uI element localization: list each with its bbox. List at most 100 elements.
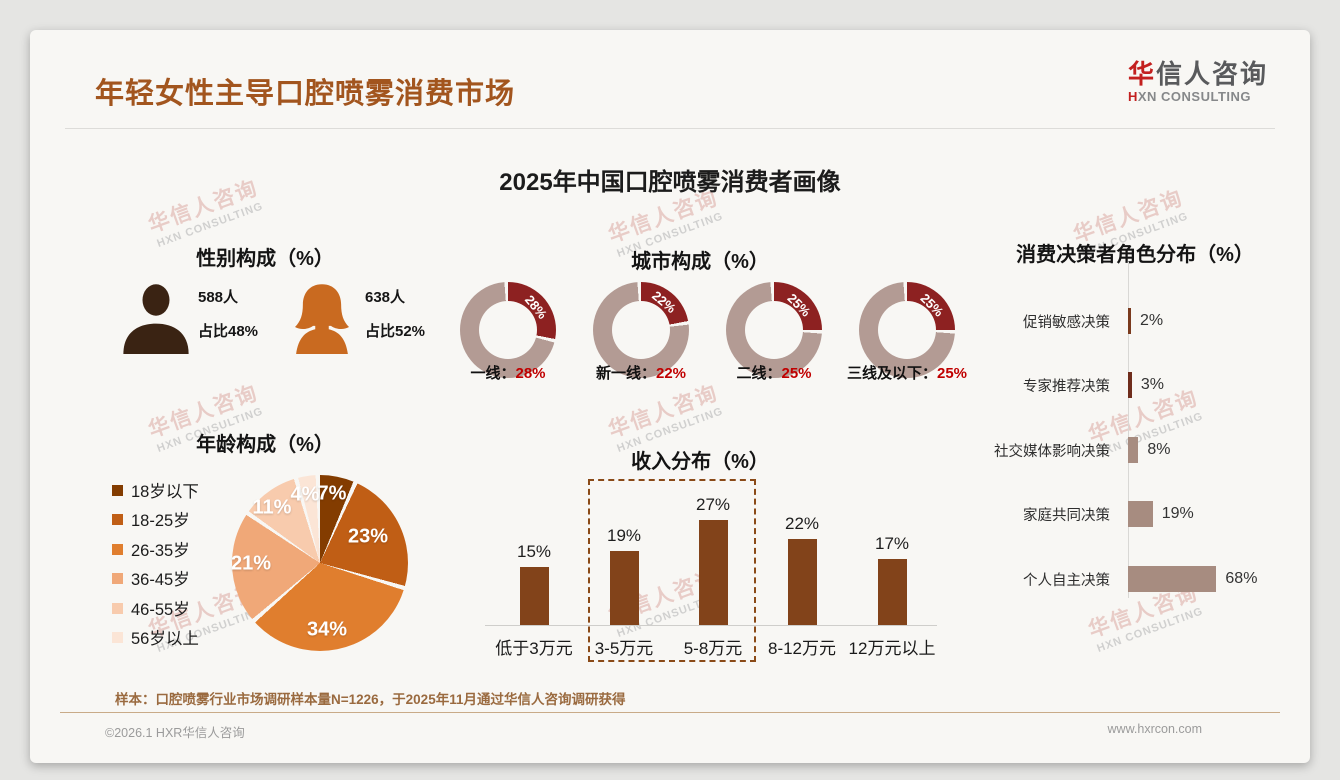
- age-legend-label: 56岁以上: [131, 630, 199, 648]
- age-legend-label: 18-25岁: [131, 512, 190, 530]
- pie-slice-label: 4%: [290, 483, 320, 506]
- brand-logo-cn: 华信人咨询: [1128, 60, 1268, 89]
- decision-row: 个人自主决策 68%: [910, 565, 1257, 593]
- donut-caption-value: 25%: [936, 365, 968, 382]
- donut-caption: 新一线：22%: [556, 362, 726, 383]
- female-share: 占比52%: [365, 323, 426, 340]
- decision-value: 19%: [1161, 505, 1194, 522]
- donut-caption: 三线及以下：25%: [822, 362, 992, 383]
- age-legend-swatch: [112, 484, 123, 496]
- female-silhouette-icon: [286, 280, 358, 361]
- income-chart-title: 收入分布（%）: [631, 451, 769, 473]
- age-legend-item: 46-55岁: [112, 596, 190, 620]
- age-legend-label: 46-55岁: [131, 601, 190, 619]
- donut-value-label: 22%: [649, 288, 679, 317]
- pie-slice-label: 34%: [306, 618, 348, 641]
- age-legend-swatch: [112, 513, 123, 525]
- donut-caption-label: 二线：: [736, 365, 782, 382]
- age-legend-swatch: [112, 602, 123, 614]
- donut-value-label: 28%: [521, 292, 550, 322]
- watermark-en: HXN CONSULTING: [1095, 605, 1205, 655]
- income-category: 12万元以上: [848, 639, 936, 658]
- decision-value: 68%: [1225, 570, 1258, 587]
- decision-row: 专家推荐决策 3%: [910, 371, 1164, 399]
- income-column: 19%: [584, 526, 664, 625]
- logo-red-char: 华: [1127, 59, 1156, 89]
- decision-chart-title: 消费决策者角色分布（%）: [1016, 244, 1254, 266]
- decision-category: 专家推荐决策: [1023, 378, 1110, 395]
- decision-axis-line: [1128, 262, 1129, 598]
- decision-row: 社交媒体影响决策 8%: [910, 436, 1171, 464]
- gender-chart-title: 性别构成（%）: [196, 248, 334, 270]
- city-donut: 25%: [859, 282, 955, 378]
- brand-logo-en: HXN CONSULTING: [1128, 89, 1268, 104]
- income-column: 15%: [494, 541, 574, 625]
- brand-logo: 华信人咨询 HXN CONSULTING: [1128, 60, 1268, 104]
- logo-gray-chars: 信人咨询: [1155, 59, 1268, 89]
- page-title: 年轻女性主导口腔喷雾消费市场: [95, 78, 516, 110]
- income-bar: [787, 539, 817, 625]
- age-legend-label: 26-35岁: [131, 542, 190, 560]
- decision-value: 3%: [1140, 376, 1165, 393]
- income-category: 8-12万元: [767, 639, 837, 658]
- donut-caption: 二线：25%: [689, 362, 859, 383]
- decision-row: 家庭共同决策 19%: [910, 500, 1194, 528]
- age-pie: [232, 475, 408, 651]
- decision-category: 个人自主决策: [1023, 572, 1110, 589]
- decision-bar: [1128, 372, 1132, 398]
- income-column: 27%: [673, 495, 753, 625]
- income-bar: [698, 519, 728, 625]
- decision-category: 家庭共同决策: [1023, 507, 1110, 524]
- decision-category: 社交媒体影响决策: [994, 443, 1110, 460]
- income-category: 3-5万元: [594, 639, 654, 658]
- footer-copyright: ©2026.1 HXR华信人咨询: [105, 726, 245, 740]
- decision-bar: [1128, 566, 1217, 592]
- age-legend-swatch: [112, 543, 123, 555]
- male-share: 占比48%: [198, 323, 259, 340]
- pie-slice-label: 21%: [230, 552, 272, 575]
- donut-caption: 一线：28%: [423, 362, 593, 383]
- age-legend-label: 36-45岁: [131, 571, 190, 589]
- income-bar: [609, 550, 639, 625]
- income-column: 17%: [852, 534, 932, 625]
- age-chart-title: 年龄构成（%）: [196, 434, 334, 456]
- donut-caption-label: 三线及以下：: [846, 365, 937, 382]
- decision-bar: [1128, 308, 1131, 334]
- male-silhouette-icon: [120, 280, 192, 361]
- age-legend-item: 26-35岁: [112, 537, 190, 561]
- income-value: 22%: [784, 514, 820, 534]
- age-legend-label: 18岁以下: [131, 483, 199, 501]
- city-donut: 22%: [593, 282, 689, 378]
- logo-en-red-char: H: [1127, 88, 1138, 104]
- age-legend-item: 18岁以下: [112, 478, 199, 502]
- income-value: 15%: [516, 541, 552, 561]
- age-legend-item: 36-45岁: [112, 566, 190, 590]
- decision-bar: [1128, 501, 1153, 527]
- donut-caption-value: 28%: [515, 365, 546, 382]
- pie-slice-label: 11%: [252, 496, 292, 519]
- slide-canvas: 华信人咨询 HXN CONSULTING 华信人咨询 HXN CONSULTING …: [30, 30, 1310, 763]
- decision-value: 2%: [1140, 312, 1164, 329]
- infographic-title: 2025年中国口腔喷雾消费者画像: [499, 169, 841, 196]
- header-divider: [65, 128, 1275, 129]
- income-value: 17%: [874, 533, 910, 553]
- decision-value: 8%: [1147, 441, 1171, 458]
- decision-bar: [1128, 437, 1139, 463]
- income-value: 19%: [606, 525, 642, 545]
- income-baseline: [485, 625, 937, 626]
- footer-divider: [60, 712, 1280, 713]
- city-donut: 28%: [460, 282, 556, 378]
- logo-en-gray-chars: XN CONSULTING: [1137, 88, 1252, 104]
- donut-caption-value: 22%: [655, 365, 687, 382]
- income-column: 22%: [762, 514, 842, 625]
- donut-value-label: 25%: [784, 290, 814, 320]
- sample-note: 样本：口腔喷雾行业市场调研样本量N=1226，于2025年11月通过华信人咨询调…: [115, 692, 626, 707]
- donut-caption-value: 25%: [781, 365, 812, 382]
- city-chart-title: 城市构成（%）: [631, 251, 769, 273]
- income-bar: [519, 566, 549, 625]
- female-count: 638人: [365, 289, 406, 306]
- footer-website: www.hxrcon.com: [1107, 722, 1202, 736]
- decision-row: 促销敏感决策 2%: [910, 307, 1163, 335]
- donut-caption-label: 一线：: [470, 365, 516, 382]
- income-category: 5-8万元: [683, 639, 743, 658]
